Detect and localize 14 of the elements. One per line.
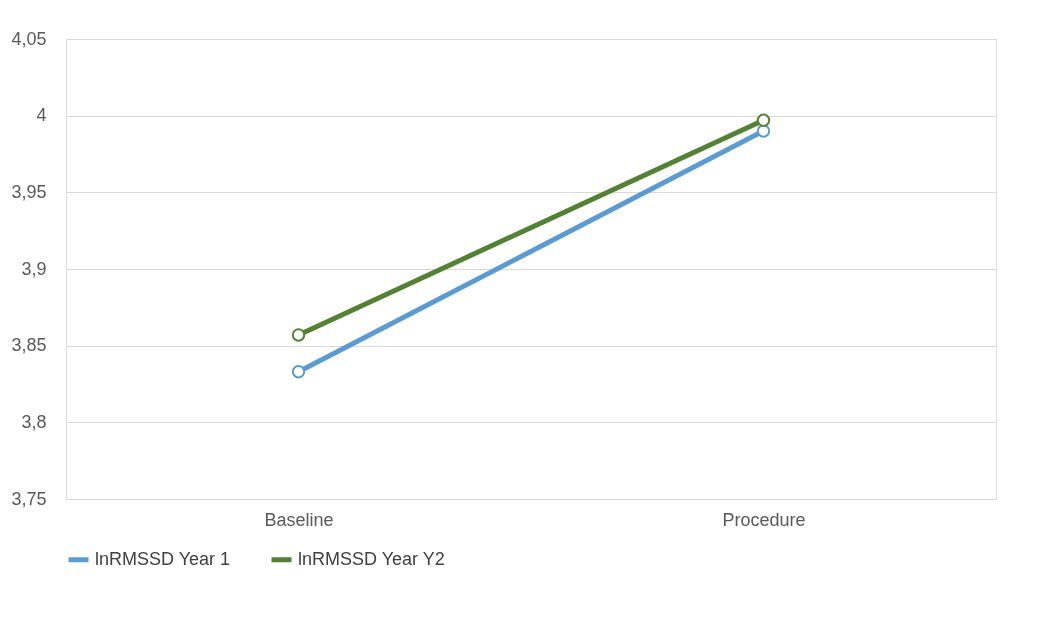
point: [291, 365, 306, 379]
legend-label: lnRMSSD Year 1: [95, 548, 231, 569]
x-tick-label: Procedure: [722, 509, 806, 530]
x-tick-label: Baseline: [264, 509, 334, 530]
y-tick-label: 4,05: [11, 28, 47, 49]
y-tick-label: 3,8: [21, 411, 47, 432]
point: [291, 328, 306, 342]
y-tick-label: 3,95: [11, 181, 47, 202]
y-tick-label: 4: [36, 105, 47, 126]
y-tick-label: 3,9: [21, 258, 47, 279]
legend-label: lnRMSSD Year Y2: [298, 548, 445, 569]
y-tick-label: 3,75: [11, 488, 47, 509]
y-tick-label: 3,85: [11, 335, 47, 356]
point: [756, 113, 771, 127]
